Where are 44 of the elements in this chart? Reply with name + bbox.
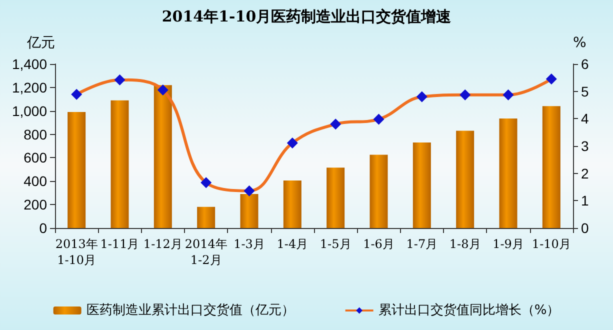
x-tick-label: 1-9月: [492, 237, 524, 251]
y2-tick-label: 3: [581, 138, 589, 154]
y-tick-label: 200: [24, 196, 48, 213]
bar: [326, 168, 345, 228]
bar: [154, 85, 172, 228]
y2-tick-label: 6: [581, 56, 589, 72]
y-tick-label: 400: [24, 173, 48, 190]
y-tick-label: 0: [39, 220, 48, 236]
y2-tick-label: 5: [581, 83, 589, 100]
x-tick-label: 1-5月: [320, 237, 352, 251]
bar: [370, 154, 388, 228]
x-tick-label: 1-7月: [406, 237, 438, 251]
x-tick-label: 2013年 1-10月: [55, 237, 98, 267]
y2-axis-title: %: [573, 35, 586, 51]
bar: [110, 100, 129, 228]
y2-tick-label: 1: [581, 192, 589, 209]
chart-title: 2014年1-10月医药制造业出口交货值增速: [162, 8, 452, 26]
x-tick-label: 1-3月: [234, 237, 265, 251]
x-tick-label: 2014年 1-2月: [184, 237, 228, 267]
bar: [499, 118, 518, 228]
bar: [542, 106, 560, 228]
x-tick-label: 1-8月: [449, 237, 481, 251]
x-tick-label: 1-12月: [143, 237, 182, 251]
y2-tick-label: 0: [581, 220, 589, 236]
x-tick-label: 1-4月: [276, 237, 308, 251]
bar: [197, 206, 216, 228]
y-tick-label: 1,200: [12, 79, 48, 96]
legend-label: 医药制造业累计出口交货值（亿元）: [86, 302, 294, 318]
y-axis-title: 亿元: [26, 35, 55, 51]
x-tick-label: 1-6月: [363, 237, 394, 251]
bar: [68, 112, 86, 228]
y-tick-label: 800: [24, 126, 48, 142]
y2-tick-label: 4: [581, 110, 589, 127]
y-tick-label: 1,400: [12, 56, 48, 72]
y-tick-label: 1,000: [12, 102, 48, 119]
bar: [456, 130, 474, 228]
bar: [283, 180, 302, 228]
bar: [412, 142, 431, 228]
y2-tick-label: 2: [581, 165, 589, 182]
legend-label: 累计出口交货值同比增长（%）: [378, 302, 560, 318]
x-tick-label: 1-10月: [532, 237, 571, 251]
bar: [240, 194, 258, 228]
y-tick-label: 600: [24, 150, 48, 166]
x-tick-label: 1-11月: [100, 237, 140, 251]
